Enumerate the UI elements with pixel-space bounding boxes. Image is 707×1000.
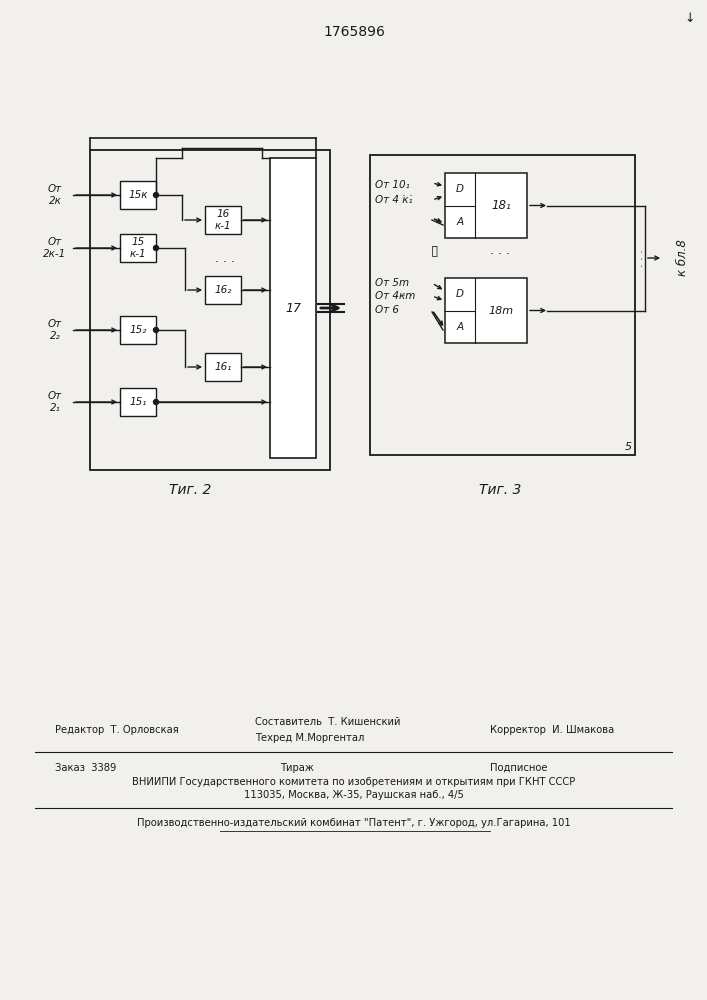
Text: 18₁: 18₁ [491, 199, 511, 212]
Text: От 10₁: От 10₁ [375, 180, 410, 190]
Bar [370, 155, 635, 455]
Text: Производственно-издательский комбинат "Патент", г. Ужгород, ул.Гагарина, 101: Производственно-издательский комбинат "П… [137, 818, 571, 828]
Bar [445, 278, 527, 343]
Text: 15к: 15к [128, 190, 148, 200]
Bar [120, 388, 156, 416]
Text: 113035, Москва, Ж-35, Раушская наб., 4/5: 113035, Москва, Ж-35, Раушская наб., 4/5 [244, 790, 464, 800]
Text: Составитель  Т. Кишенский: Составитель Т. Кишенский [255, 717, 400, 727]
Text: От 4кm: От 4кm [375, 291, 416, 301]
Text: D: D [456, 184, 464, 194]
Text: A: A [457, 217, 464, 227]
Text: От
2к-1: От 2к-1 [43, 237, 66, 259]
Text: . . .: . . . [395, 188, 413, 198]
Text: . . .: . . . [215, 251, 235, 264]
Circle shape [153, 192, 158, 198]
Bar [270, 158, 316, 458]
Text: ↓: ↓ [685, 11, 695, 24]
Text: Подписное: Подписное [490, 763, 547, 773]
Text: 16₂: 16₂ [214, 285, 232, 295]
Text: . . .: . . . [635, 249, 645, 267]
Text: ▯: ▯ [431, 243, 439, 257]
Text: От
2₁: От 2₁ [48, 391, 62, 413]
Text: От
2₂: От 2₂ [48, 319, 62, 341]
Bar [205, 276, 241, 304]
Text: . . .: . . . [395, 288, 413, 298]
Circle shape [153, 245, 158, 250]
Text: Редактор  Т. Орловская: Редактор Т. Орловская [55, 725, 179, 735]
Text: От 6: От 6 [375, 305, 399, 315]
Text: 16
к-1: 16 к-1 [215, 209, 231, 231]
Bar [445, 173, 527, 238]
Bar [90, 150, 330, 470]
Text: A: A [457, 322, 464, 332]
Circle shape [153, 328, 158, 332]
Text: 15₁: 15₁ [129, 397, 146, 407]
Text: Техред М.Моргентал: Техред М.Моргентал [255, 733, 364, 743]
Bar [120, 234, 156, 262]
Bar [120, 316, 156, 344]
Text: к бл.8: к бл.8 [675, 240, 689, 276]
Circle shape [153, 399, 158, 404]
Text: Заказ  3389: Заказ 3389 [55, 763, 117, 773]
Text: Тираж: Тираж [280, 763, 314, 773]
Text: 18m: 18m [489, 306, 513, 316]
Bar [205, 353, 241, 381]
Text: 17: 17 [285, 302, 301, 314]
Text: 1765896: 1765896 [323, 25, 385, 39]
Bar [120, 181, 156, 209]
Text: D: D [456, 289, 464, 299]
Text: ВНИИПИ Государственного комитета по изобретениям и открытиям при ГКНТ СССР: ВНИИПИ Государственного комитета по изоб… [132, 777, 575, 787]
Text: Τиг. 2: Τиг. 2 [169, 483, 211, 497]
Bar [205, 206, 241, 234]
Text: 16₁: 16₁ [214, 362, 232, 372]
Text: 15
к-1: 15 к-1 [129, 237, 146, 259]
Text: 15₂: 15₂ [129, 325, 146, 335]
Text: . . .: . . . [490, 243, 510, 256]
Text: Τиг. 3: Τиг. 3 [479, 483, 521, 497]
Text: 5: 5 [625, 442, 632, 452]
Text: От 5m: От 5m [375, 278, 409, 288]
Text: От 4 к₁: От 4 к₁ [375, 195, 413, 205]
Text: От
2к: От 2к [48, 184, 62, 206]
Text: Корректор  И. Шмакова: Корректор И. Шмакова [490, 725, 614, 735]
